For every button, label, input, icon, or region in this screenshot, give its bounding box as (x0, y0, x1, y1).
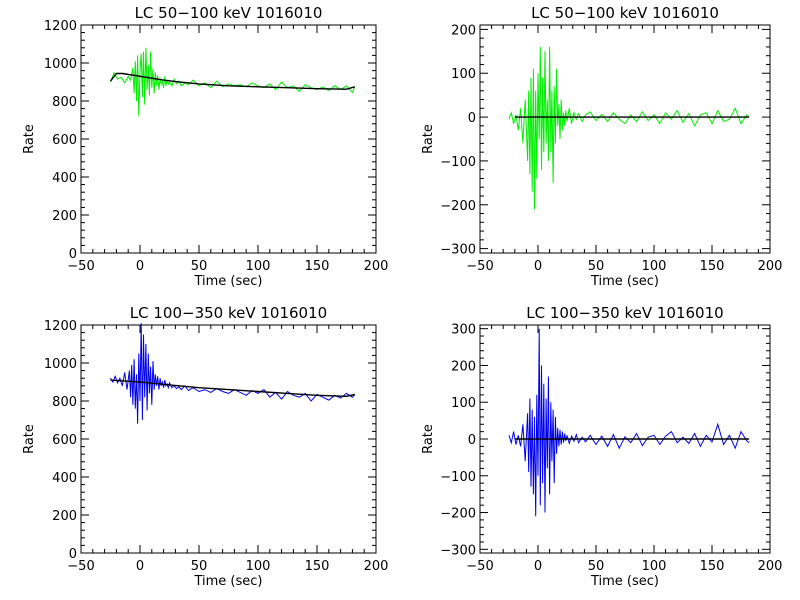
panel-1-x-tick-label: −50 (67, 259, 94, 274)
panel-1-y-tick-label: 600 (52, 133, 77, 148)
panel-4-y-tick-label: 300 (451, 323, 476, 338)
panel-3-x-tick-label: −50 (67, 559, 94, 574)
panel-3-x-tick-label: 0 (136, 559, 144, 574)
panel-4-x-tick-label: −50 (466, 559, 493, 574)
panel-1-y-tick-label: 1200 (44, 19, 77, 34)
panel-2-x-tick-label: −50 (466, 259, 493, 274)
panel-4-x-tick-label: 50 (588, 559, 605, 574)
panel-2-x-axis-label: Time (sec) (590, 274, 659, 289)
panel-1-x-axis-label: Time (sec) (193, 274, 262, 289)
panel-1-y-tick-label: 400 (52, 171, 77, 186)
panel-3-y-tick-label: 800 (52, 395, 77, 410)
panel-3-x-tick-label: 50 (191, 559, 208, 574)
panel-1-light-curve-line (110, 47, 356, 117)
panel-2-y-tick-label: 0 (468, 111, 476, 126)
panel-1-y-tick-label: 200 (52, 209, 77, 224)
panel-1-y-axis-label: Rate (22, 124, 37, 154)
panel-4-y-axis-label: Rate (421, 424, 436, 454)
panel-4-chart-title: LC 100−350 keV 1016010 (526, 304, 723, 322)
panel-2-x-tick-label: 50 (588, 259, 605, 274)
panel-1-x-tick-label: 150 (305, 259, 330, 274)
panel-3-y-tick-label: 200 (52, 509, 77, 524)
panel-2-light-curve-line (508, 46, 750, 210)
panel-2-y-tick-label: −200 (440, 199, 476, 214)
panel-4-x-tick-label: 0 (534, 559, 542, 574)
panel-4-y-tick-label: 0 (468, 433, 476, 448)
panel-1-x-tick-label: 100 (246, 259, 271, 274)
panel-2-y-tick-label: 200 (451, 23, 476, 38)
panel-1-y-tick-label: 1000 (44, 57, 77, 72)
panel-4-y-tick-label: −200 (440, 507, 476, 522)
panel-2-x-tick-label: 0 (534, 259, 542, 274)
panel-1-y-tick-label: 0 (69, 247, 77, 262)
panel-4-y-tick-label: −100 (440, 470, 476, 485)
panel-3-x-axis-label: Time (sec) (193, 574, 262, 589)
panel-1-x-tick-label: 200 (364, 259, 389, 274)
panel-3-chart-title: LC 100−350 keV 1016010 (130, 304, 327, 322)
panel-3-y-tick-label: 400 (52, 471, 77, 486)
panel-4-y-tick-label: 200 (451, 359, 476, 374)
panel-2-x-tick-label: 100 (642, 259, 667, 274)
panel-4-x-tick-label: 100 (642, 559, 667, 574)
panel-2-plot-frame (479, 24, 771, 254)
panel-4-y-tick-label: 100 (451, 396, 476, 411)
panel-2-x-tick-label: 200 (758, 259, 783, 274)
panel-1-x-tick-label: 0 (136, 259, 144, 274)
panel-2-chart-title: LC 50−100 keV 1016010 (531, 4, 719, 22)
panel-3-y-axis-label: Rate (22, 424, 37, 454)
panel-2-y-tick-label: 100 (451, 67, 476, 82)
panel-3-y-tick-label: 0 (69, 547, 77, 562)
panel-4-light-curve-line (508, 328, 750, 517)
panel-1-model-fit-line (109, 72, 355, 90)
panel-2-y-axis-label: Rate (421, 124, 436, 154)
panel-3-light-curve-line (110, 323, 356, 424)
panel-3-x-tick-label: 200 (364, 559, 389, 574)
panel-3-model-fit-line (110, 379, 355, 398)
panel-3-plot-frame (80, 324, 377, 554)
panel-3-y-tick-label: 1200 (44, 319, 77, 334)
panel-1-chart-title: LC 50−100 keV 1016010 (135, 4, 323, 22)
panel-2-y-tick-label: −300 (440, 243, 476, 258)
panel-2-y-tick-label: −100 (440, 155, 476, 170)
panel-1-x-tick-label: 50 (191, 259, 208, 274)
panel-4-y-tick-label: −300 (440, 543, 476, 558)
panel-1-y-tick-label: 800 (52, 95, 77, 110)
panel-3-y-tick-label: 600 (52, 433, 77, 448)
panel-4-x-tick-label: 200 (758, 559, 783, 574)
panel-3-x-tick-label: 100 (246, 559, 271, 574)
panel-4-x-tick-label: 150 (700, 559, 725, 574)
panel-3-x-tick-label: 150 (305, 559, 330, 574)
panel-1-plot-frame (80, 24, 377, 254)
panel-3-y-tick-label: 1000 (44, 357, 77, 372)
panel-4-x-axis-label: Time (sec) (590, 574, 659, 589)
panel-2-x-tick-label: 150 (700, 259, 725, 274)
